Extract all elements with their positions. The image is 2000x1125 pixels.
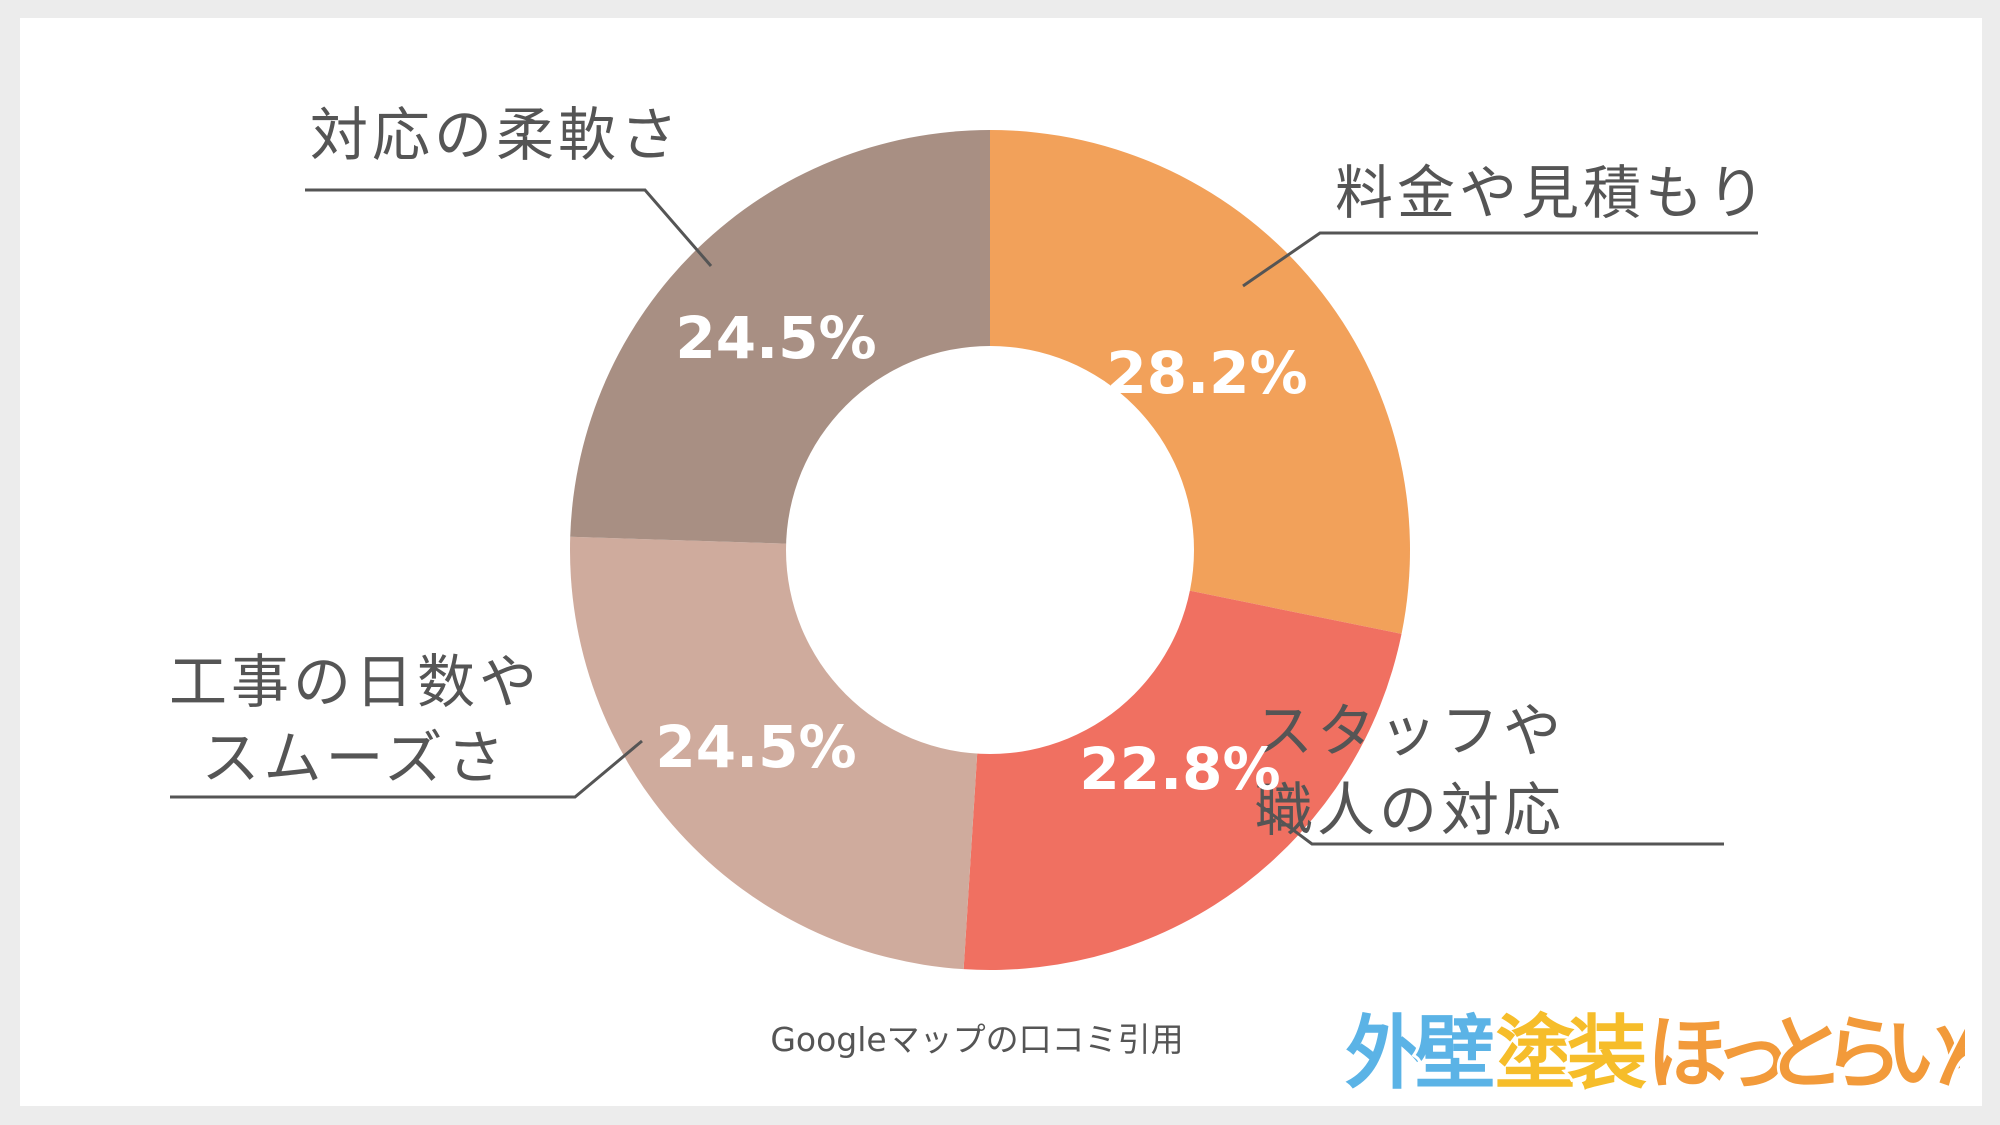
category-label-duration-line2: スムーズさ: [201, 724, 508, 792]
value-label-fees: 28.2%: [1106, 339, 1307, 407]
leader-line-flexibility: [305, 188, 713, 267]
brand-logo: 外壁塗装ほっとらいん: [1345, 1004, 1965, 1103]
category-label-staff-line2: 職人の対応: [1255, 776, 1565, 844]
category-label-duration-line1: 工事の日数や: [169, 648, 541, 716]
logo-char: 壁: [1415, 1007, 1495, 1100]
leader-line-staff: [1256, 801, 1724, 846]
category-label-staff-line1: スタッフや: [1255, 697, 1565, 765]
category-label-fees: 料金や見積もり: [1335, 159, 1769, 227]
logo-char: と: [1765, 1007, 1845, 1100]
category-label-flexibility: 対応の柔軟さ: [310, 101, 682, 169]
chart-card: 料金や見積もり スタッフや 職人の対応 工事の日数や スムーズさ 対応の柔軟さ …: [20, 18, 1982, 1106]
logo-char: っ: [1713, 1009, 1793, 1102]
leader-line-duration: [170, 739, 643, 799]
logo-char: ら: [1823, 1007, 1903, 1100]
value-label-duration: 24.5%: [655, 713, 856, 781]
value-label-flexibility: 24.5%: [675, 304, 876, 372]
source-note: Googleマップの口コミ引用: [770, 1020, 1183, 1059]
logo-char: 塗: [1495, 1007, 1575, 1100]
logo-char: 外: [1345, 1007, 1425, 1100]
logo-char: ほ: [1647, 1007, 1727, 1100]
value-label-staff: 22.8%: [1079, 735, 1280, 803]
logo-char: い: [1885, 1007, 1965, 1100]
logo-char: 装: [1567, 1007, 1647, 1100]
donut-chart: 料金や見積もり スタッフや 職人の対応 工事の日数や スムーズさ 対応の柔軟さ …: [169, 101, 1769, 1059]
logo-char: ん: [1935, 1007, 1965, 1100]
donut-hole: [786, 346, 1194, 754]
leader-line-fees: [1242, 231, 1758, 288]
